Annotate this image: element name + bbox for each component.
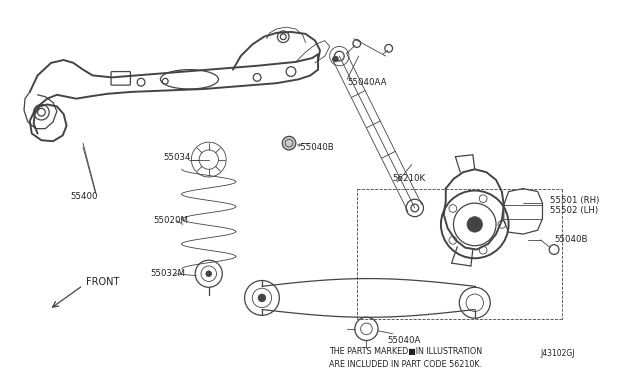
Circle shape	[282, 137, 296, 150]
Text: 56210K: 56210K	[392, 174, 426, 183]
Text: 55040B: 55040B	[554, 235, 588, 244]
Text: 55020M: 55020M	[154, 216, 189, 225]
Text: 55034: 55034	[163, 153, 191, 162]
Circle shape	[333, 56, 339, 62]
Text: 55501 (RH): 55501 (RH)	[550, 196, 600, 205]
Text: 55040AA: 55040AA	[347, 78, 387, 87]
Text: THE PARTS MARKED■IN ILLUSTRATION
ARE INCLUDED IN PART CODE 56210K.: THE PARTS MARKED■IN ILLUSTRATION ARE INC…	[330, 347, 483, 369]
Text: J43102GJ: J43102GJ	[541, 349, 575, 357]
Text: 55032M: 55032M	[151, 269, 186, 278]
Text: 55502 (LH): 55502 (LH)	[550, 206, 598, 215]
Circle shape	[206, 271, 212, 277]
Circle shape	[467, 217, 483, 232]
Circle shape	[258, 294, 266, 302]
Text: 55400: 55400	[70, 192, 98, 201]
Text: FRONT: FRONT	[86, 278, 119, 288]
Text: 55040A: 55040A	[388, 336, 421, 345]
Text: *55040B: *55040B	[297, 142, 335, 151]
